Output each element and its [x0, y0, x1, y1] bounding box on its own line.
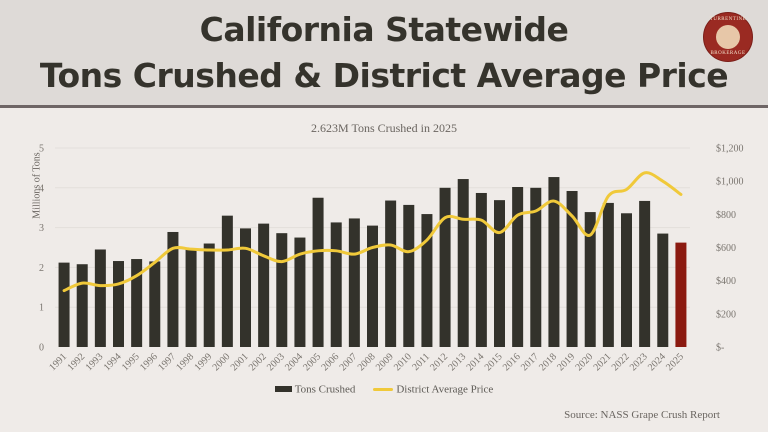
x-tick-label: 2014	[465, 351, 487, 373]
bar-1992	[76, 264, 88, 347]
legend: Tons Crushed District Average Price	[0, 383, 768, 395]
x-tick-label: 2019	[555, 351, 577, 373]
bar-2002	[258, 223, 270, 347]
bar-2021	[602, 202, 614, 347]
bar-2006	[330, 222, 342, 347]
x-tick-label: 2013	[446, 351, 468, 373]
logo-text-top: TURRENTINE	[709, 17, 747, 22]
bar-2018	[548, 177, 560, 347]
x-tick-label: 2018	[537, 351, 559, 373]
source-note: Source: NASS Grape Crush Report	[564, 409, 720, 421]
bar-2004	[294, 237, 306, 347]
bar-1995	[131, 259, 143, 347]
bar-2013	[457, 179, 469, 347]
bar-2025	[675, 242, 687, 347]
bar-2011	[421, 214, 433, 347]
x-tick-label: 2023	[628, 351, 650, 373]
y2-tick-label: $800	[716, 210, 736, 221]
y2-tick-label: $1,200	[716, 144, 744, 155]
x-tick-label: 2020	[573, 351, 595, 373]
bar-2022	[621, 213, 632, 347]
x-tick-label: 1997	[156, 351, 178, 373]
title-line-1: California Statewide	[199, 10, 569, 49]
x-tick-label: 2008	[356, 351, 378, 373]
legend-bar-swatch	[274, 386, 292, 393]
y-tick-label: 5	[39, 144, 44, 155]
x-tick-label: 2012	[428, 351, 450, 373]
bar-1991	[58, 262, 70, 347]
chart-subtitle: 2.623M Tons Crushed in 2025	[311, 121, 457, 135]
x-tick-label: 1995	[120, 351, 142, 373]
x-tick-label: 2022	[610, 351, 632, 373]
x-tick-label: 2016	[501, 351, 523, 373]
bar-2010	[403, 204, 415, 347]
bar-1996	[149, 261, 161, 347]
x-tick-label: 2005	[301, 351, 323, 373]
x-tick-label: 2007	[338, 351, 360, 373]
x-tick-label: 2009	[374, 351, 396, 373]
y2-tick-label: $600	[716, 243, 736, 254]
y-tick-label: 0	[39, 343, 44, 354]
bar-1994	[113, 261, 124, 347]
y-tick-label: 3	[39, 223, 44, 234]
bar-2000	[221, 215, 233, 347]
bar-2001	[240, 228, 251, 347]
x-tick-label: 1991	[47, 351, 69, 373]
title-line-2: Tons Crushed & District Average Price	[39, 56, 729, 95]
header-band	[0, 0, 768, 105]
bar-1999	[203, 243, 215, 347]
x-tick-label: 2010	[392, 351, 414, 373]
bar-2012	[439, 187, 451, 347]
bar-1998	[185, 248, 197, 347]
bar-2020	[584, 212, 596, 347]
bar-2016	[512, 187, 524, 347]
x-tick-label: 1992	[65, 351, 87, 373]
y2-tick-label: $1,000	[716, 177, 744, 188]
bar-1997	[167, 231, 179, 347]
legend-label-price: District Average Price	[396, 383, 494, 396]
x-tick-label: 2003	[265, 351, 287, 373]
brokerage-logo: TURRENTINE BROKERAGE	[703, 12, 753, 62]
x-tick-label: 1993	[84, 351, 106, 373]
x-tick-label: 1994	[102, 351, 124, 373]
bar-2008	[367, 225, 378, 347]
bar-2017	[530, 187, 542, 347]
x-tick-label: 2015	[483, 351, 505, 373]
x-tick-label: 1998	[174, 351, 196, 373]
x-tick-label: 2006	[319, 351, 341, 373]
x-tick-label: 2021	[592, 351, 614, 373]
y2-tick-label: $400	[716, 276, 736, 287]
x-tick-label: 2017	[519, 351, 541, 373]
bar-2014	[475, 192, 487, 347]
y2-tick-label: $-	[716, 343, 724, 354]
header-divider	[0, 105, 768, 108]
legend-line-swatch	[373, 387, 394, 391]
bar-2003	[276, 233, 288, 347]
bar-2019	[566, 190, 578, 347]
legend-label-tons: Tons Crushed	[294, 383, 356, 396]
y2-tick-label: $200	[716, 309, 736, 320]
bar-2015	[494, 200, 505, 347]
x-tick-label: 1999	[192, 351, 214, 373]
y-tick-label: 1	[39, 303, 44, 314]
y-tick-label: 4	[39, 183, 44, 194]
x-tick-label: 2001	[229, 351, 251, 373]
bar-2007	[348, 218, 360, 347]
bar-2009	[385, 200, 397, 347]
x-tick-label: 2011	[410, 351, 432, 373]
bar-2023	[639, 200, 651, 347]
y-tick-label: 2	[39, 263, 44, 274]
x-tick-label: 2024	[646, 351, 668, 373]
x-tick-label: 2002	[247, 351, 269, 373]
bar-1993	[94, 249, 106, 347]
x-tick-label: 2000	[211, 351, 233, 373]
tree-icon	[716, 25, 740, 49]
logo-text-bottom: BROKERAGE	[710, 51, 746, 56]
bar-2024	[657, 233, 669, 347]
x-tick-label: 2004	[283, 351, 305, 373]
x-tick-label: 2025	[664, 351, 686, 373]
x-tick-label: 1996	[138, 351, 160, 373]
bar-2005	[312, 197, 324, 347]
